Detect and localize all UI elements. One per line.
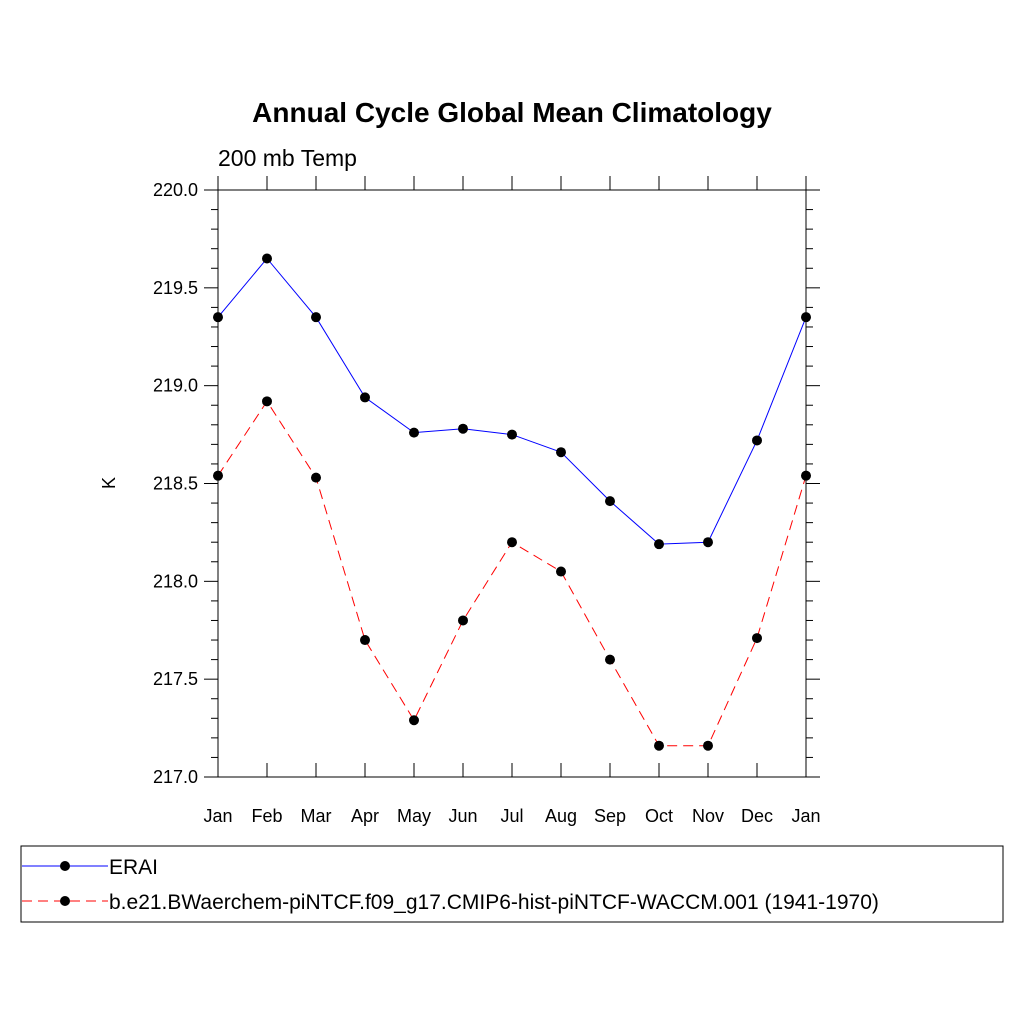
data-point-1-10: [703, 740, 713, 751]
y-tick-label: 220.0: [153, 180, 198, 200]
data-point-0-12: [801, 312, 811, 323]
data-point-0-7: [556, 447, 566, 458]
x-tick-label: Mar: [301, 806, 332, 826]
data-point-0-10: [703, 537, 713, 548]
series-line-0: [217, 257, 807, 545]
x-tick-label: Aug: [545, 806, 577, 826]
series-group: [213, 253, 811, 751]
data-point-0-3: [360, 392, 370, 403]
y-tick-label: 218.5: [153, 474, 198, 494]
legend: ERAI b.e21.BWaerchem-piNTCF.f09_g17.CMIP6…: [22, 856, 879, 914]
data-point-1-4: [409, 715, 419, 726]
chart-title: Annual Cycle Global Mean Climatology: [252, 97, 772, 128]
data-point-1-12: [801, 470, 811, 481]
y-tick-label: 217.0: [153, 767, 198, 787]
x-tick-label: Apr: [351, 806, 379, 826]
y-tick-label: 219.0: [153, 376, 198, 396]
data-point-0-2: [311, 312, 321, 323]
x-tick-label: Nov: [692, 806, 724, 826]
x-tick-label: May: [397, 806, 431, 826]
data-point-1-11: [752, 633, 762, 644]
data-point-1-1: [262, 396, 272, 407]
x-tick-label: Jul: [500, 806, 523, 826]
data-point-0-5: [458, 423, 468, 434]
data-point-1-8: [605, 654, 615, 665]
plot-frame: [217, 189, 807, 778]
data-point-0-4: [409, 427, 419, 438]
legend-swatch-marker-1: [60, 896, 70, 906]
data-point-1-6: [507, 537, 517, 548]
legend-box: [20, 845, 1004, 923]
data-point-1-3: [360, 635, 370, 646]
data-point-0-1: [262, 253, 272, 264]
x-tick-label: Jun: [448, 806, 477, 826]
x-tick-label: Oct: [645, 806, 673, 826]
chart-subtitle: 200 mb Temp: [218, 145, 357, 171]
data-point-0-0: [213, 312, 223, 323]
series-line-1: [217, 400, 807, 747]
data-point-1-7: [556, 566, 566, 577]
data-point-0-9: [654, 539, 664, 550]
legend-swatch-marker-0: [60, 861, 70, 871]
y-axis-label: K: [99, 477, 119, 489]
x-tick-label: Dec: [741, 806, 773, 826]
x-tick-label: Jan: [791, 806, 820, 826]
data-point-1-5: [458, 615, 468, 626]
x-tick-label: Sep: [594, 806, 626, 826]
axes: 217.0 217.5 218.0 218.5 219.0 219.5 220.0 Jan Fe…: [153, 176, 821, 826]
data-point-1-9: [654, 740, 664, 751]
legend-label-0: ERAI: [109, 856, 158, 879]
data-point-0-6: [507, 429, 517, 440]
y-tick-label: 218.0: [153, 571, 198, 591]
y-tick-label: 217.5: [153, 669, 198, 689]
legend-label-1: b.e21.BWaerchem-piNTCF.f09_g17.CMIP6-his…: [109, 891, 879, 914]
data-point-1-0: [213, 470, 223, 481]
x-tick-label: Feb: [251, 806, 282, 826]
data-point-1-2: [311, 472, 321, 483]
y-tick-label: 219.5: [153, 278, 198, 298]
data-point-0-11: [752, 435, 762, 446]
x-tick-label: Jan: [203, 806, 232, 826]
data-point-0-8: [605, 496, 615, 507]
